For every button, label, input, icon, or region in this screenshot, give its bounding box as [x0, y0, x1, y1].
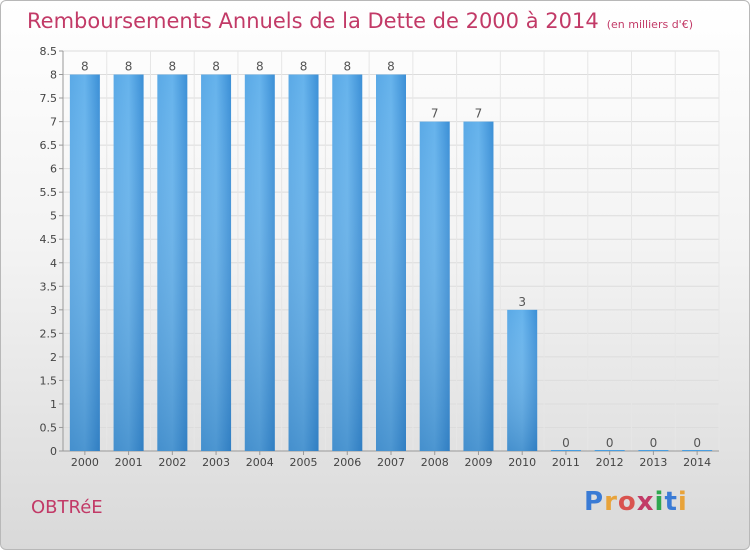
x-tick-label-2008: 2008	[421, 456, 449, 469]
bar-shade-2002	[157, 74, 188, 451]
bar-shade-2010	[507, 309, 538, 451]
y-tick-label: 2.5	[40, 327, 58, 340]
y-tick-label: 8.5	[40, 45, 58, 58]
data-labels: 8 8 8 8 8 8 8 8 7 7 3 0 0 0 0	[81, 60, 701, 450]
data-label-2001: 8	[125, 60, 133, 74]
y-tick-label: 5	[50, 210, 57, 223]
x-tick-label-2004: 2004	[246, 456, 274, 469]
x-tick-label-2003: 2003	[202, 456, 230, 469]
logo-letter: r	[604, 487, 618, 517]
logo-letter: t	[664, 487, 678, 517]
y-tick-label: 5.5	[40, 186, 58, 199]
bar-shade-2008	[419, 121, 450, 452]
x-tick-label-2002: 2002	[158, 456, 186, 469]
y-tick-label: 0.5	[40, 421, 58, 434]
x-tick-label-2009: 2009	[464, 456, 492, 469]
y-tick-label: 1	[50, 398, 57, 411]
y-tick-label: 8	[50, 69, 57, 82]
data-label-2002: 8	[169, 60, 177, 74]
y-tick-label: 7	[50, 116, 57, 129]
data-label-2005: 8	[300, 60, 308, 74]
y-tick-label: 3	[50, 304, 57, 317]
x-tick-label-2006: 2006	[333, 456, 361, 469]
data-label-2011: 0	[562, 436, 570, 450]
y-tick-label: 4	[50, 257, 57, 270]
bar-shade-2004	[244, 74, 275, 451]
data-label-2014: 0	[693, 436, 701, 450]
bar-shade-2005	[288, 74, 319, 451]
bar-shade-2001	[113, 74, 144, 451]
data-label-2010: 3	[518, 295, 526, 309]
x-tick-label-2011: 2011	[552, 456, 580, 469]
bar-shade-2006	[332, 74, 363, 451]
y-tick-label: 2	[50, 351, 57, 364]
commune-name: OBTRéE	[31, 497, 103, 518]
bars	[69, 74, 713, 452]
x-tick-label-2000: 2000	[71, 456, 99, 469]
logo-letter: P	[584, 487, 605, 517]
chart-title: Remboursements Annuels de la Dette de 20…	[27, 9, 693, 33]
x-tick-label-2013: 2013	[639, 456, 667, 469]
data-label-2008: 7	[431, 107, 439, 121]
data-label-2012: 0	[606, 436, 614, 450]
data-label-2009: 7	[475, 107, 483, 121]
proxiti-logo: Proxiti	[584, 487, 688, 517]
x-tick-label-2014: 2014	[683, 456, 711, 469]
bar-2014	[682, 450, 713, 451]
bar-2012	[594, 450, 625, 451]
bar-2011	[550, 450, 581, 451]
y-tick-label: 7.5	[40, 92, 58, 105]
x-tick-label-2001: 2001	[115, 456, 143, 469]
data-label-2006: 8	[343, 60, 351, 74]
data-label-2013: 0	[650, 436, 658, 450]
bar-2013	[638, 450, 669, 451]
chart-title-unit: (en milliers d'€)	[606, 18, 693, 31]
bar-shade-2000	[69, 74, 100, 451]
logo-letter: o	[617, 487, 637, 517]
tick-labels: 0 0.5 1 1.5 2 2.5 3 3.5 4 4.5 5 5.5 6 6.5 7 7.5 8 8.5 2000…	[40, 45, 712, 469]
x-tick-label-2005: 2005	[290, 456, 318, 469]
y-tick-label: 0	[50, 445, 57, 458]
x-tick-label-2010: 2010	[508, 456, 536, 469]
data-label-2000: 8	[81, 60, 89, 74]
y-tick-label: 3.5	[40, 280, 58, 293]
data-label-2003: 8	[212, 60, 220, 74]
y-tick-label: 1.5	[40, 374, 58, 387]
logo-letter: x	[636, 487, 655, 517]
data-label-2004: 8	[256, 60, 264, 74]
data-label-2007: 8	[387, 60, 395, 74]
y-tick-label: 6.5	[40, 139, 58, 152]
chart-title-text: Remboursements Annuels de la Dette de 20…	[27, 9, 599, 33]
logo-letter: i	[677, 487, 688, 517]
bar-shade-2003	[201, 74, 232, 451]
y-tick-label: 6	[50, 163, 57, 176]
x-tick-label-2007: 2007	[377, 456, 405, 469]
y-tick-label: 4.5	[40, 233, 58, 246]
logo-letter: i	[654, 487, 665, 517]
bar-shade-2007	[376, 74, 406, 451]
x-tick-label-2012: 2012	[596, 456, 624, 469]
bar-shade-2009	[463, 121, 494, 452]
